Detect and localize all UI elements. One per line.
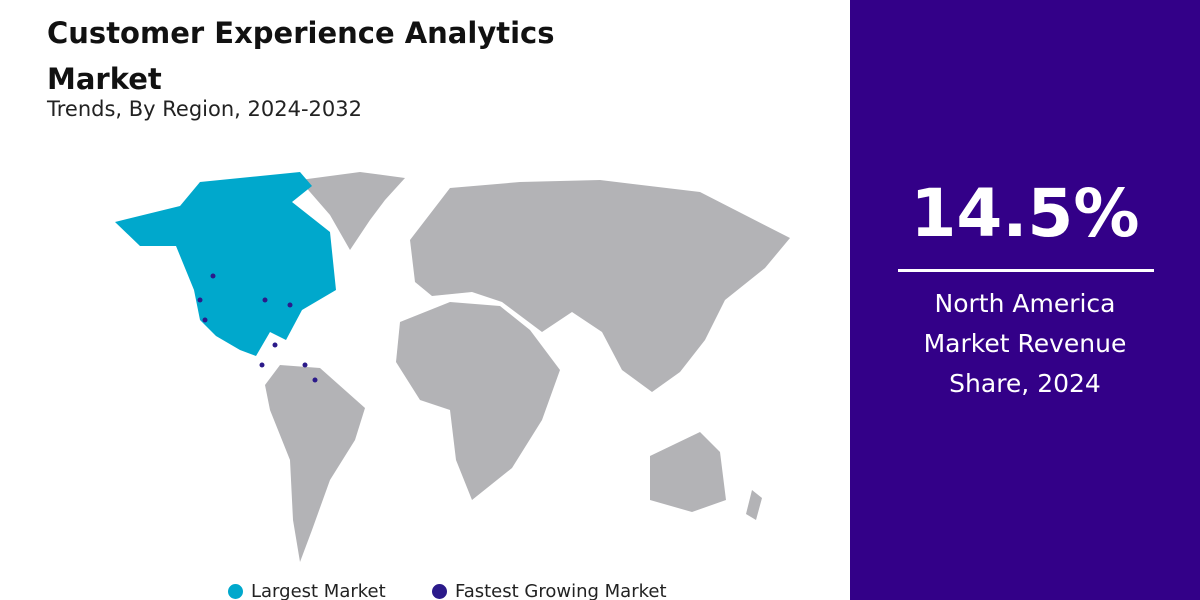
location-dot (197, 297, 203, 303)
location-dot (202, 317, 208, 323)
north-america (115, 172, 336, 356)
legend-swatch (228, 584, 243, 599)
stat-panel: 14.5% North America Market Revenue Share… (850, 0, 1200, 600)
location-dot (272, 342, 278, 348)
location-dot (287, 302, 293, 308)
south-america (265, 365, 365, 562)
location-dot (259, 362, 265, 368)
location-dot (312, 377, 318, 383)
australia (650, 432, 726, 512)
subtitle: Trends, By Region, 2024-2032 (47, 97, 362, 121)
eurasia (410, 180, 790, 392)
greenland (300, 172, 405, 250)
location-dot (210, 273, 216, 279)
new-zealand (746, 490, 762, 520)
legend-item: Largest Market (228, 581, 386, 600)
legend-label: Largest Market (251, 581, 386, 600)
stat-label: North America Market Revenue Share, 2024 (923, 289, 1127, 398)
africa (396, 302, 560, 500)
world-map (115, 172, 790, 562)
divider (898, 269, 1154, 272)
legend-item: Fastest Growing Market (432, 581, 667, 600)
location-dot (302, 362, 308, 368)
legend-label: Fastest Growing Market (455, 581, 667, 600)
location-dot (262, 297, 268, 303)
stat-value: 14.5% (910, 175, 1140, 252)
legend-swatch (432, 584, 447, 599)
title: Customer Experience Analytics Market (47, 16, 555, 96)
